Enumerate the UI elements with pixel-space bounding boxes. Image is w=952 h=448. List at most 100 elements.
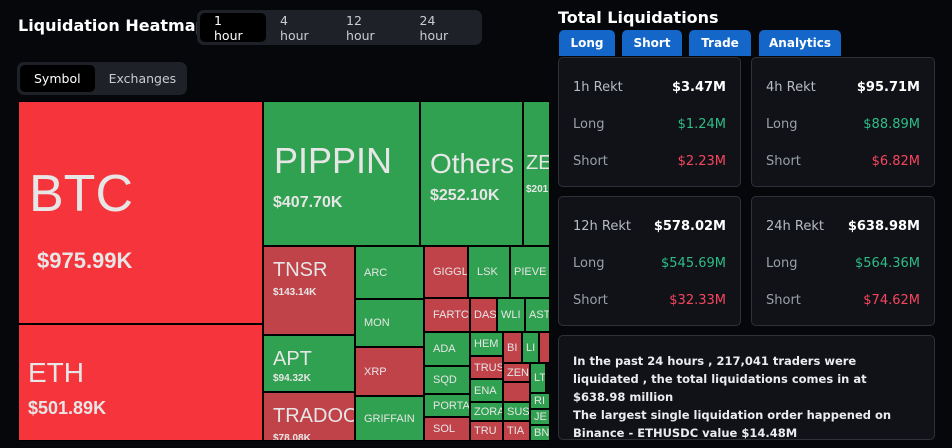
tile-symbol: GIGGLE xyxy=(433,266,468,278)
rekt-label: 12h Rekt xyxy=(573,219,631,234)
tile-symbol: SOL xyxy=(433,423,456,435)
rekt-short-value: $6.82M xyxy=(871,154,920,169)
tile-zen[interactable]: ZEN xyxy=(503,363,530,382)
tile-unlabeled[interactable] xyxy=(539,332,550,363)
tile-tia[interactable]: TIA xyxy=(503,421,530,441)
tile-value: $501.89K xyxy=(28,398,107,418)
summary-largest-order: The largest single liquidation order hap… xyxy=(573,408,892,440)
tile-lt[interactable]: LT xyxy=(530,363,546,393)
tile-symbol: DAS xyxy=(474,309,497,321)
tile-tnsr[interactable]: TNSR $143.14K xyxy=(263,246,355,335)
tile-others[interactable]: Others $252.10K xyxy=(420,101,523,246)
view-symbol[interactable]: Symbol xyxy=(20,65,95,92)
tile-pippin[interactable]: PIPPIN $407.70K xyxy=(263,101,420,246)
tile-btc[interactable]: BTC $975.99K xyxy=(18,101,263,324)
tile-griffain[interactable]: GRIFFAIN xyxy=(355,396,424,441)
tile-je[interactable]: JE xyxy=(530,409,550,425)
tile-ada[interactable]: ADA xyxy=(424,332,470,366)
rekt-long-value: $545.69M xyxy=(661,256,726,271)
tile-wli[interactable]: WLI xyxy=(497,298,525,332)
tile-sqd[interactable]: SQD xyxy=(424,366,470,394)
tile-symbol: SQD xyxy=(433,374,457,386)
rekt-short-value: $2.23M xyxy=(677,154,726,169)
tab-analytics[interactable]: Analytics xyxy=(759,30,841,56)
view-selector: Symbol Exchanges xyxy=(17,62,187,95)
tile-hem[interactable]: HEM xyxy=(470,332,503,356)
tile-trus[interactable]: TRUS xyxy=(470,356,503,379)
rekt-long-value: $1.24M xyxy=(677,117,726,132)
tile-bi[interactable]: BI xyxy=(503,332,522,363)
tile-sol[interactable]: SOL xyxy=(424,417,470,441)
tile-symbol: AST xyxy=(529,309,550,321)
rekt-total: $638.98M xyxy=(847,219,920,234)
rekt-short-value: $74.62M xyxy=(863,293,920,308)
tile-li[interactable]: LI xyxy=(522,332,539,363)
rekt-label: 24h Rekt xyxy=(766,219,824,234)
tile-value: $975.99K xyxy=(37,248,133,273)
tab-trade[interactable]: Trade xyxy=(689,30,751,56)
tile-bn[interactable]: BN xyxy=(530,425,550,441)
tile-symbol: HEM xyxy=(474,338,499,350)
tile-arc[interactable]: ARC xyxy=(355,246,424,299)
short-label: Short xyxy=(766,293,801,308)
tile-symbol: RI xyxy=(534,395,545,407)
tile-symbol: XRP xyxy=(364,365,387,378)
tile-symbol: BI xyxy=(507,341,518,354)
rekt-label: 4h Rekt xyxy=(766,80,816,95)
short-label: Short xyxy=(766,154,801,169)
tile-fartco[interactable]: FARTCO xyxy=(424,298,470,332)
tile-symbol: ZORA xyxy=(474,405,503,418)
tile-symbol: ZE xyxy=(526,152,550,174)
tab-long[interactable]: Long xyxy=(559,30,615,56)
tile-ri[interactable]: RI xyxy=(530,393,550,409)
tile-symbol: SUS xyxy=(507,405,530,418)
summary-traders: In the past 24 hours , 217,041 traders w… xyxy=(573,354,867,404)
long-label: Long xyxy=(573,256,605,271)
tile-xrp[interactable]: XRP xyxy=(355,347,424,396)
timeframe-1h[interactable]: 1 hour xyxy=(200,13,267,43)
tile-pieve[interactable]: PIEVE xyxy=(510,246,550,298)
rekt-long-row: Long $88.89M xyxy=(766,106,920,143)
rekt-long-row: Long $564.36M xyxy=(766,245,920,282)
tile-symbol: TNSR xyxy=(273,259,328,281)
view-exchanges[interactable]: Exchanges xyxy=(108,71,177,86)
tile-ena[interactable]: ENA xyxy=(470,379,503,402)
tile-mon[interactable]: MON xyxy=(355,299,424,347)
tile-ze[interactable]: ZE $201 xyxy=(523,101,550,246)
timeframe-24h[interactable]: 24 hour xyxy=(419,12,449,43)
tile-value: $407.70K xyxy=(273,194,343,211)
tile-eth[interactable]: ETH $501.89K xyxy=(18,324,263,441)
timeframe-4h[interactable]: 4 hour xyxy=(280,12,309,43)
tile-ast[interactable]: AST xyxy=(525,298,550,332)
tile-symbol: TIA xyxy=(507,425,525,437)
rekt-short-row: Short $32.33M xyxy=(573,282,726,319)
rekt-long-row: Long $1.24M xyxy=(573,106,726,143)
tile-apt[interactable]: APT $94.32K xyxy=(263,335,355,392)
tile-zora[interactable]: ZORA xyxy=(470,402,503,421)
rekt-long-row: Long $545.69M xyxy=(573,245,726,282)
tile-symbol: Others xyxy=(430,147,515,179)
tile-portal[interactable]: PORTAL xyxy=(424,394,470,417)
tile-das[interactable]: DAS xyxy=(470,298,497,332)
tile-giggle[interactable]: GIGGLE xyxy=(424,246,468,298)
tile-tru[interactable]: TRU xyxy=(470,421,503,441)
tile-symbol: LI xyxy=(526,341,536,354)
tile-value: $143.14K xyxy=(273,287,317,298)
tile-symbol: BTC xyxy=(29,165,133,224)
tile-value: $78.08K xyxy=(273,433,311,441)
tile-unlabeled[interactable] xyxy=(503,382,530,402)
tile-lsk[interactable]: LSK xyxy=(468,246,510,298)
rekt-card-12h: 12h Rekt $578.02M Long $545.69M Short $32.3… xyxy=(558,196,741,326)
rekt-long-value: $564.36M xyxy=(855,256,920,271)
tile-sus[interactable]: SUS xyxy=(503,402,530,421)
tile-symbol: TRADOOR xyxy=(273,405,354,427)
tile-symbol: GRIFFAIN xyxy=(364,412,415,425)
rekt-short-row: Short $74.62M xyxy=(766,282,920,319)
timeframe-12h[interactable]: 12 hour xyxy=(346,12,375,43)
rekt-total-row: 12h Rekt $578.02M xyxy=(573,208,726,245)
tile-symbol: PORTAL xyxy=(433,399,470,412)
rekt-total: $3.47M xyxy=(671,80,726,95)
tab-short[interactable]: Short xyxy=(622,30,682,56)
rekt-short-row: Short $6.82M xyxy=(766,143,920,180)
tile-tradoor[interactable]: TRADOOR $78.08K xyxy=(263,392,355,441)
